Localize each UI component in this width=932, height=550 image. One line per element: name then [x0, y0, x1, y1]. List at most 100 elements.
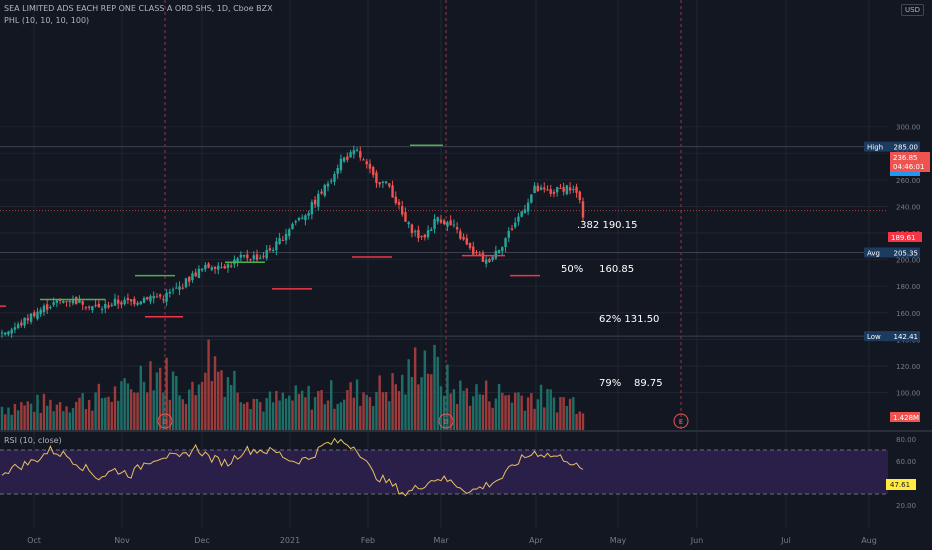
time-tick-label: May — [610, 536, 627, 545]
candle-body — [465, 238, 469, 245]
volume-bar — [307, 385, 310, 430]
candle-body — [229, 265, 233, 267]
candle-body — [33, 312, 36, 317]
candle-body — [142, 297, 146, 303]
candle-body — [342, 157, 346, 162]
time-tick-label: Apr — [529, 536, 544, 545]
volume-bar — [504, 395, 507, 430]
candle-body — [323, 184, 326, 196]
candle-body — [136, 302, 139, 305]
candle-body — [317, 193, 320, 207]
volume-bar — [136, 392, 139, 430]
candle-body — [265, 249, 268, 259]
volume-bar — [439, 386, 443, 430]
price-tick-label: 240.00 — [896, 203, 921, 211]
candle-body — [313, 199, 317, 205]
volume-bar — [572, 397, 575, 430]
volume-bar — [378, 375, 381, 430]
candle-body — [433, 219, 436, 229]
indicator-label: PHL (10, 10, 10, 100) — [4, 16, 90, 25]
volume-bar — [333, 408, 336, 430]
candle-body — [423, 234, 427, 238]
price-tick-label: 160.00 — [896, 310, 921, 318]
volume-bar — [97, 383, 101, 430]
candle-body — [539, 187, 543, 190]
volume-bar — [13, 404, 17, 430]
candle-body — [339, 158, 343, 171]
volume-bar — [197, 384, 201, 430]
rsi-line — [1, 437, 584, 497]
candle-body — [55, 300, 59, 303]
volume-bar — [539, 384, 543, 430]
candle-body — [278, 238, 281, 244]
volume-bar — [326, 400, 330, 430]
volume-bar — [259, 402, 262, 430]
candle-body — [158, 294, 162, 297]
candle-body — [242, 254, 246, 257]
price-tick-label: 300.00 — [896, 124, 921, 132]
volume-bar — [62, 411, 65, 430]
rsi-title: RSI (10, close) — [4, 436, 62, 445]
candle-body — [439, 219, 443, 223]
volume-bar — [236, 392, 239, 430]
candle-body — [288, 229, 291, 237]
candle-body — [71, 298, 75, 304]
volume-bar — [310, 409, 314, 430]
volume-bar — [194, 395, 197, 430]
volume-bar — [165, 357, 168, 430]
candle-body — [330, 180, 333, 182]
volume-bar — [346, 389, 349, 430]
volume-bar — [81, 393, 84, 430]
candle-body — [200, 268, 204, 271]
volume-bar — [523, 410, 527, 430]
candle-body — [133, 298, 136, 305]
volume-bar — [543, 407, 546, 430]
volume-bar — [339, 402, 343, 430]
volume-bar — [491, 407, 494, 430]
volume-bar — [52, 411, 55, 430]
volume-bar — [481, 394, 485, 430]
volume-bar — [420, 377, 423, 430]
candle-body — [491, 256, 494, 261]
candle-body — [514, 222, 517, 228]
volume-bar — [23, 405, 26, 430]
candle-body — [333, 173, 336, 182]
candle-body — [197, 268, 201, 279]
pane-divider — [0, 430, 932, 432]
event-marker-label: E — [679, 418, 683, 426]
rsi-value: 47.61 — [890, 481, 910, 489]
volume-bar — [120, 381, 123, 430]
candle-body — [168, 291, 172, 294]
fib-lines — [0, 146, 888, 337]
candle-body — [397, 202, 401, 205]
candle-body — [304, 215, 307, 221]
volume-bar — [423, 350, 427, 430]
volume-bar — [465, 388, 469, 430]
volume-bar — [468, 405, 472, 430]
volume-bar — [42, 393, 46, 430]
candle-body — [81, 301, 84, 305]
volume-bar — [381, 392, 385, 430]
volume-bar — [484, 380, 488, 430]
candle-body — [175, 287, 178, 289]
candle-body — [417, 229, 420, 239]
time-tick-label: Nov — [114, 536, 130, 545]
last-price-value: 236.85 — [893, 154, 918, 162]
volume-bar — [36, 394, 39, 430]
currency-button[interactable]: USD — [901, 4, 924, 16]
candle-body — [375, 172, 378, 183]
time-tick-label: Aug — [861, 536, 877, 545]
volume-bar — [391, 373, 394, 430]
candle-body — [123, 299, 126, 305]
volume-bar — [559, 397, 562, 430]
volume-bar — [217, 371, 220, 430]
volume-bar — [100, 398, 104, 430]
volume-bar — [255, 398, 259, 430]
volume-bar — [158, 367, 162, 430]
candle-body — [146, 296, 149, 300]
candle-body — [559, 187, 562, 189]
candle-body — [220, 267, 223, 269]
candle-body — [65, 300, 68, 302]
